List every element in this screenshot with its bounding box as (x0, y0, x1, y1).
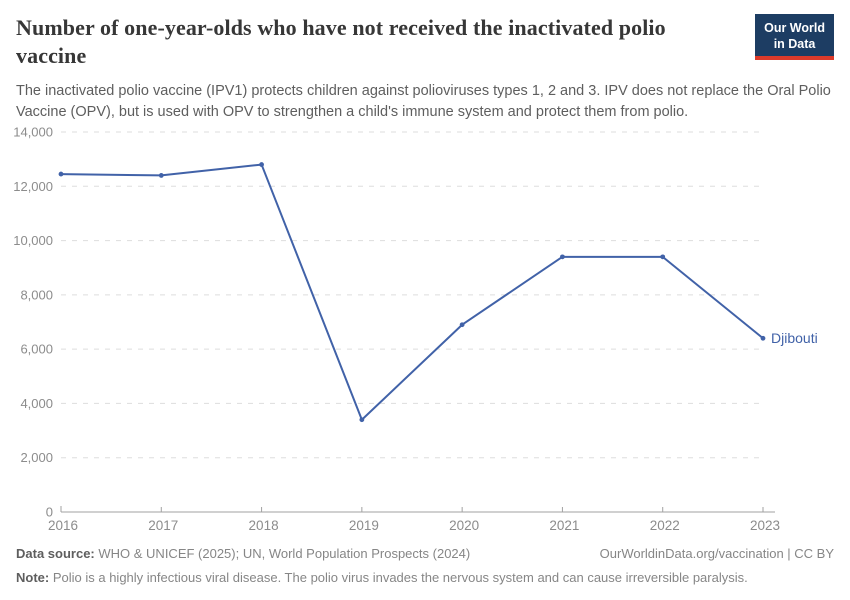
x-tick-label: 2021 (549, 518, 579, 532)
x-tick-label: 2022 (650, 518, 680, 532)
logo-line-1: Our World (764, 21, 825, 35)
series-end-label: Djibouti (771, 330, 818, 346)
data-point (660, 254, 666, 260)
data-point (158, 173, 164, 178)
y-tick-label: 8,000 (20, 287, 53, 302)
line-chart[interactable]: 0 2,000 4,000 6,000 8,000 10,000 12,000 14,000 2… (0, 120, 850, 534)
y-tick-label: 4,000 (20, 396, 53, 411)
x-tick-label: 2020 (449, 518, 479, 532)
owid-logo: Our World in Data (755, 14, 834, 60)
data-line (60, 163, 764, 421)
y-tick-label: 0 (46, 505, 53, 520)
page-title: Number of one-year-olds who have not rec… (16, 15, 666, 69)
data-point (459, 322, 465, 328)
chart-header: Number of one-year-olds who have not rec… (16, 14, 834, 122)
data-point (760, 335, 766, 341)
data-point (259, 162, 264, 167)
y-tick-label: 14,000 (13, 125, 53, 140)
y-tick-label: 6,000 (20, 342, 53, 357)
data-point (359, 417, 365, 423)
data-source-text: WHO & UNICEF (2025); UN, World Populatio… (98, 546, 471, 562)
data-point (560, 254, 565, 260)
x-tick-label: 2017 (148, 518, 178, 532)
attribution: OurWorldinData.org/vaccination | CC BY (599, 546, 834, 562)
note-label: Note: (16, 570, 50, 586)
x-tick-label: 2023 (750, 518, 780, 532)
y-tick-label: 2,000 (20, 450, 53, 465)
logo-line-2: in Data (773, 37, 816, 51)
y-tick-label: 10,000 (13, 233, 53, 248)
note: Note: Polio is a highly infectious viral… (16, 569, 834, 588)
data-source: Data source: WHO & UNICEF (2025); UN, Wo… (16, 545, 470, 564)
x-tick-label: 2018 (249, 518, 279, 532)
data-point (58, 171, 64, 177)
chart-subtitle: The inactivated polio vaccine (IPV1) pro… (16, 83, 831, 120)
y-tick-label: 12,000 (13, 179, 53, 194)
note-text: Polio is a highly infectious viral disea… (52, 570, 748, 586)
data-source-label: Data source: (16, 546, 95, 562)
x-tick-label: 2019 (349, 518, 379, 532)
x-tick-label: 2016 (48, 518, 78, 532)
chart-footer: Data source: WHO & UNICEF (2025); UN, Wo… (16, 545, 834, 588)
